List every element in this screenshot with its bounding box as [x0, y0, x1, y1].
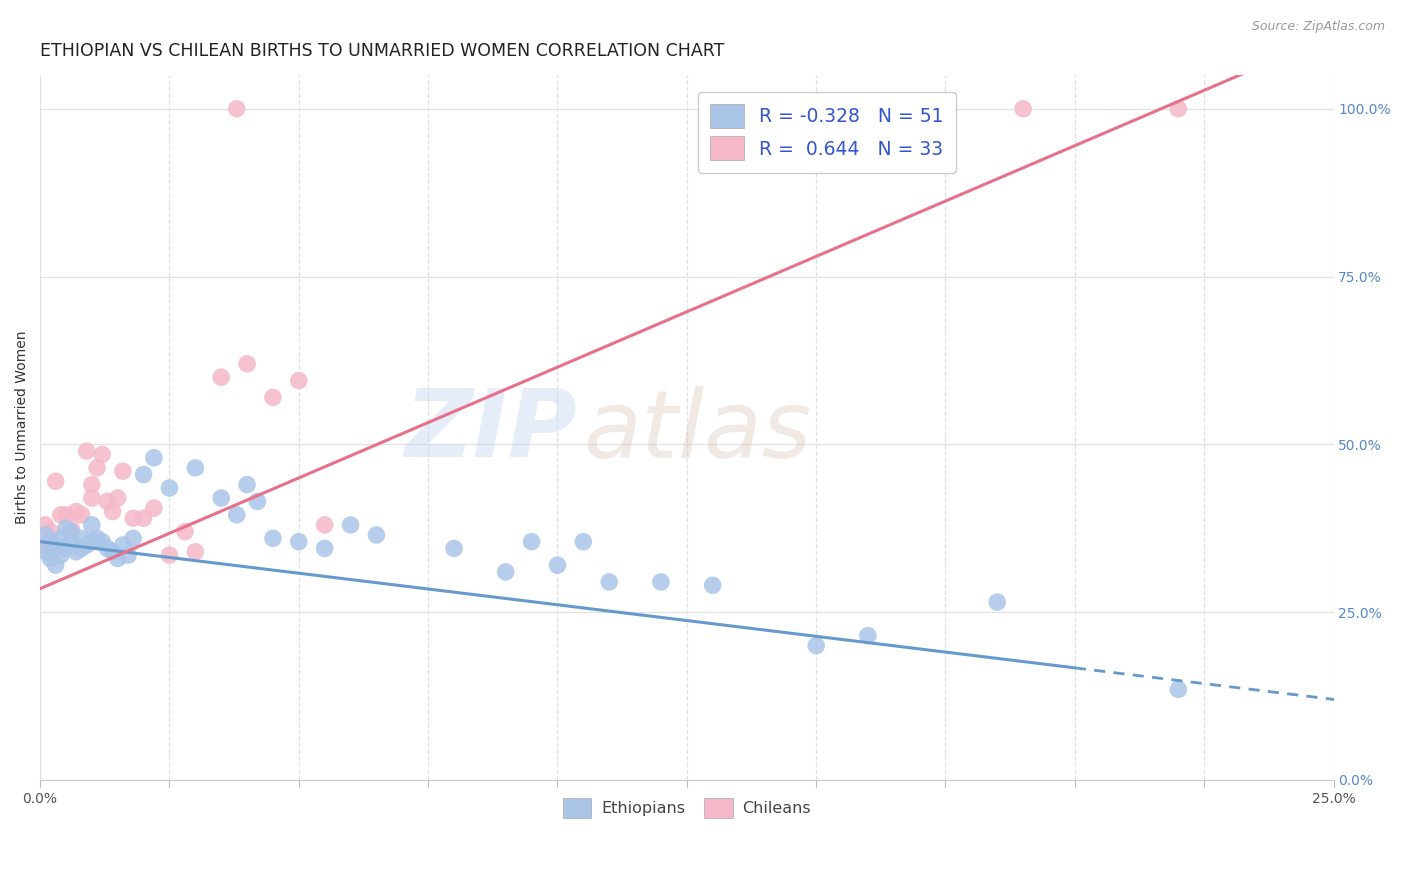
Point — [65, 504, 87, 518]
Point — [184, 460, 207, 475]
Point — [96, 494, 118, 508]
Point — [856, 629, 879, 643]
Point — [520, 534, 543, 549]
Point — [236, 357, 259, 371]
Point — [702, 578, 724, 592]
Point — [314, 541, 336, 556]
Point — [91, 447, 114, 461]
Point — [80, 517, 103, 532]
Point — [174, 524, 197, 539]
Point — [546, 558, 568, 573]
Point — [101, 504, 124, 518]
Point — [107, 491, 129, 505]
Point — [101, 545, 124, 559]
Point — [142, 501, 165, 516]
Point — [49, 508, 72, 522]
Point — [159, 481, 181, 495]
Point — [45, 475, 67, 489]
Point — [70, 541, 93, 556]
Point — [288, 374, 311, 388]
Point — [339, 517, 361, 532]
Point — [122, 532, 145, 546]
Point — [495, 565, 517, 579]
Point — [34, 528, 56, 542]
Point — [60, 524, 83, 539]
Point — [142, 450, 165, 465]
Point — [70, 508, 93, 522]
Point — [49, 548, 72, 562]
Point — [1167, 682, 1189, 697]
Point — [366, 528, 388, 542]
Point — [184, 545, 207, 559]
Point — [39, 524, 62, 539]
Point — [34, 517, 56, 532]
Text: ZIP: ZIP — [404, 385, 576, 477]
Text: ETHIOPIAN VS CHILEAN BIRTHS TO UNMARRIED WOMEN CORRELATION CHART: ETHIOPIAN VS CHILEAN BIRTHS TO UNMARRIED… — [41, 42, 724, 60]
Point — [1012, 102, 1035, 116]
Point — [76, 538, 98, 552]
Point — [225, 508, 247, 522]
Point — [45, 538, 67, 552]
Point — [111, 464, 134, 478]
Point — [159, 548, 181, 562]
Point — [1167, 102, 1189, 116]
Point — [70, 532, 93, 546]
Point — [80, 491, 103, 505]
Point — [132, 511, 155, 525]
Point — [111, 538, 134, 552]
Point — [262, 390, 284, 404]
Point — [86, 532, 108, 546]
Point — [39, 534, 62, 549]
Point — [34, 545, 56, 559]
Point — [60, 521, 83, 535]
Point — [314, 517, 336, 532]
Point — [96, 541, 118, 556]
Point — [60, 534, 83, 549]
Point — [132, 467, 155, 482]
Point — [39, 551, 62, 566]
Point — [262, 532, 284, 546]
Point — [117, 548, 139, 562]
Point — [236, 477, 259, 491]
Point — [572, 534, 595, 549]
Y-axis label: Births to Unmarried Women: Births to Unmarried Women — [15, 331, 30, 524]
Point — [986, 595, 1008, 609]
Point — [86, 460, 108, 475]
Point — [209, 370, 232, 384]
Point — [443, 541, 465, 556]
Point — [650, 574, 672, 589]
Text: atlas: atlas — [583, 385, 811, 476]
Point — [39, 534, 62, 549]
Point — [209, 491, 232, 505]
Point — [49, 532, 72, 546]
Point — [65, 545, 87, 559]
Point — [80, 477, 103, 491]
Point — [55, 541, 77, 556]
Point — [122, 511, 145, 525]
Point — [34, 538, 56, 552]
Point — [80, 534, 103, 549]
Point — [91, 534, 114, 549]
Point — [76, 444, 98, 458]
Point — [225, 102, 247, 116]
Point — [246, 494, 269, 508]
Point — [45, 558, 67, 573]
Point — [107, 551, 129, 566]
Point — [598, 574, 620, 589]
Point — [804, 639, 827, 653]
Point — [55, 521, 77, 535]
Text: Source: ZipAtlas.com: Source: ZipAtlas.com — [1251, 20, 1385, 33]
Point — [55, 508, 77, 522]
Point — [288, 534, 311, 549]
Legend: Ethiopians, Chileans: Ethiopians, Chileans — [557, 791, 817, 825]
